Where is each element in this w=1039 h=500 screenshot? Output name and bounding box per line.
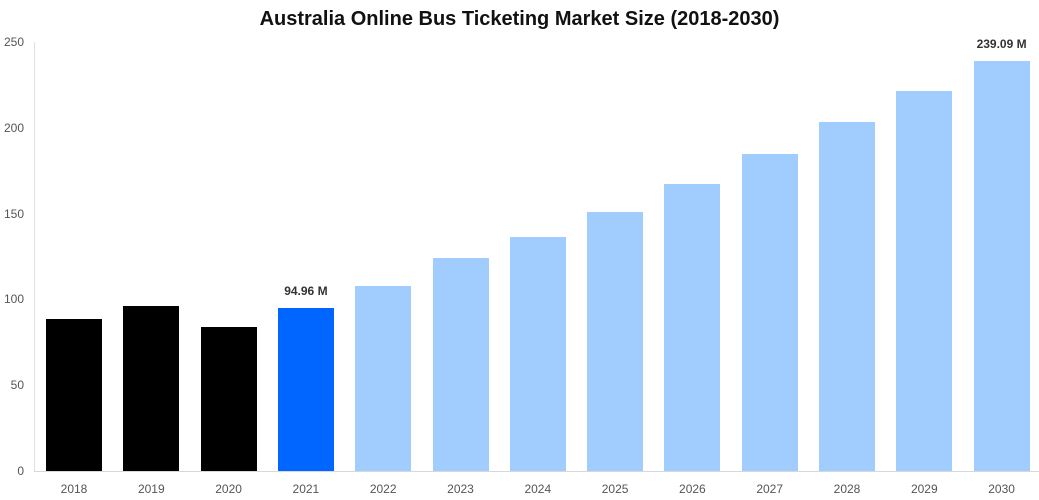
x-tick-label: 2024: [524, 482, 552, 496]
x-tick-label: 2028: [833, 482, 861, 496]
bar-2022: [355, 285, 412, 471]
x-tick-label: 2021: [292, 482, 320, 496]
chart-title: Australia Online Bus Ticketing Market Si…: [259, 8, 780, 30]
bar-2030: [973, 60, 1030, 471]
x-axis-line: [34, 471, 1039, 472]
x-tick-label: 2025: [601, 482, 629, 496]
x-tick-label: 2026: [679, 482, 706, 496]
x-tick-label: 2019: [137, 482, 165, 496]
bar-2020: [200, 326, 257, 471]
bar-2024: [509, 236, 566, 471]
y-tick: 0: [17, 464, 24, 478]
y-tick: 150: [3, 207, 24, 221]
bar-2029: [896, 90, 953, 471]
bar-2028: [819, 121, 875, 471]
y-tick: 50: [10, 378, 24, 392]
bar-2025: [587, 211, 644, 471]
y-tick: 200: [3, 121, 24, 135]
x-tick-label: 2029: [910, 482, 938, 496]
y-tick: 100: [3, 292, 24, 306]
x-tick-label: 2018: [60, 482, 88, 496]
bar-2026: [664, 184, 721, 471]
value-label-2021: 94.96 M: [284, 284, 328, 299]
bar-2019: [123, 305, 180, 471]
x-tick-label: 2027: [756, 482, 784, 496]
x-tick-label: 2030: [988, 482, 1015, 496]
y-axis-line: [34, 42, 35, 471]
bar-2021: [277, 308, 334, 471]
x-tick-label: 2022: [369, 482, 397, 496]
bar-2023: [432, 258, 489, 471]
y-tick: 250: [3, 35, 24, 49]
x-tick-label: 2020: [215, 482, 242, 496]
x-tick-label: 2023: [447, 482, 474, 496]
value-label-2030: 239.09 M: [976, 36, 1027, 51]
bar-2018: [46, 318, 102, 471]
bar-2027: [741, 154, 798, 471]
plot-area: [34, 42, 1039, 471]
